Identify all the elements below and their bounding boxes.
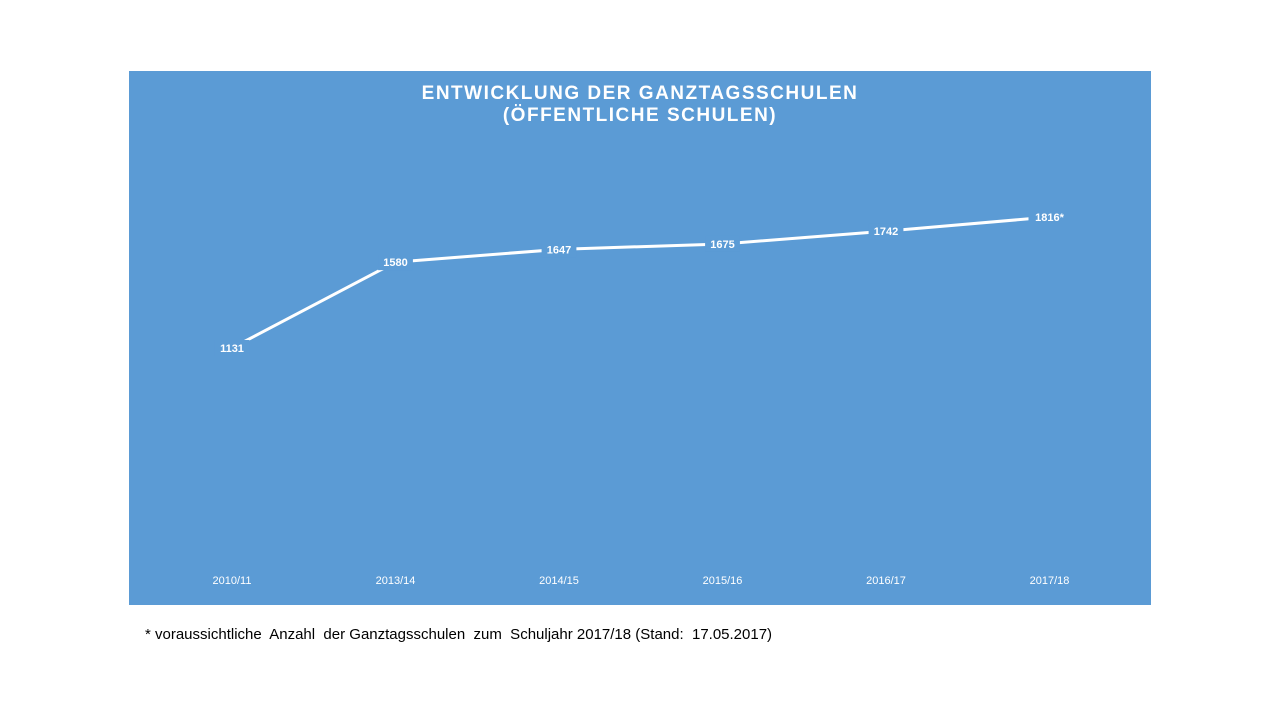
data-label: 1675 <box>710 239 734 251</box>
data-label-bg <box>868 223 904 240</box>
data-label-bg <box>1028 209 1071 225</box>
series-line-group <box>231 215 1050 350</box>
data-label: 1647 <box>547 244 571 256</box>
data-label: 1816* <box>1035 212 1064 224</box>
chart-plot: 1131 1580 1647 1675 1742 1816* 2010/11 2013/14… <box>213 209 1071 587</box>
chart-panel: ENTWICKLUNG DER GANZTAGSSCHULEN (ÖFFENTL… <box>129 71 1151 605</box>
chart-title: ENTWICKLUNG DER GANZTAGSSCHULEN (ÖFFENTL… <box>129 83 1151 127</box>
x-axis-tick-labels: 2010/11 2013/14 2014/15 2015/16 2016/17 2017/… <box>213 575 1070 587</box>
series-line <box>231 215 1050 350</box>
chart-title-line-2: (ÖFFENTLICHE SCHULEN) <box>502 105 778 126</box>
data-label: 1580 <box>383 257 407 269</box>
data-label-bg <box>541 241 577 258</box>
x-tick-label: 2016/17 <box>866 575 906 587</box>
x-tick-label: 2017/18 <box>1030 575 1070 587</box>
chart-title-line-1: ENTWICKLUNG DER GANZTAGSSCHULEN <box>421 83 859 104</box>
data-label: 1131 <box>220 343 244 355</box>
drop-lines <box>231 225 1050 560</box>
footnote: * voraussichtliche Anzahl der Ganztagssc… <box>145 626 773 643</box>
data-label-bg <box>214 340 250 356</box>
data-label: 1742 <box>874 226 898 238</box>
x-tick-label: 2015/16 <box>703 575 743 587</box>
x-tick-label: 2013/14 <box>376 575 416 587</box>
data-label-bg <box>378 254 413 271</box>
x-tick-label: 2010/11 <box>213 575 252 587</box>
data-label-bg <box>705 235 740 252</box>
data-labels: 1131 1580 1647 1675 1742 1816* <box>214 209 1071 356</box>
x-tick-label: 2014/15 <box>539 575 579 587</box>
